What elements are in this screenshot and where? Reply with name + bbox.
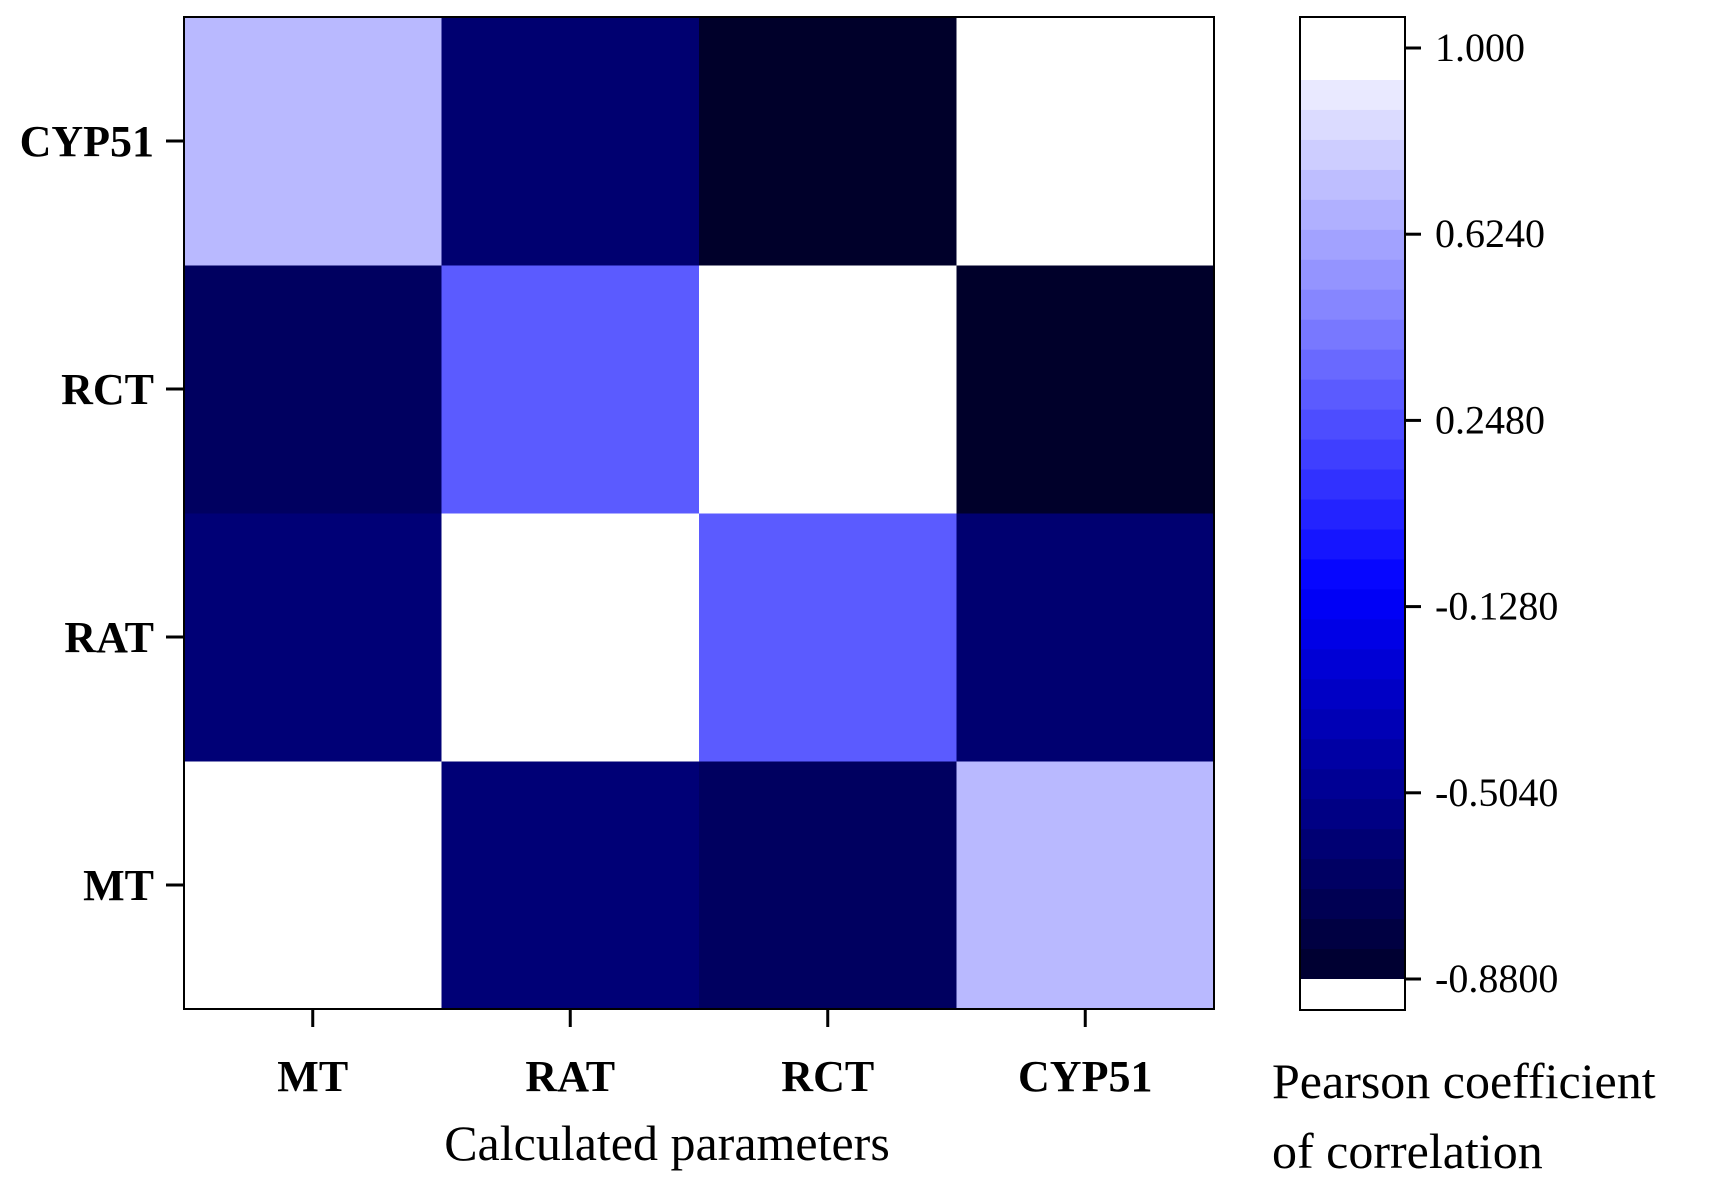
cell-mt-mt xyxy=(184,761,442,1010)
colorbar-band xyxy=(1300,439,1405,471)
colorbar-tick-label: 0.6240 xyxy=(1435,211,1545,256)
colorbar-band xyxy=(1300,739,1405,770)
colorbar-band xyxy=(1300,199,1405,231)
colorbar-tick-label: -0.5040 xyxy=(1435,770,1558,815)
colorbar-band xyxy=(1300,559,1405,591)
x-tick-label-rat: RAT xyxy=(525,1052,615,1101)
colorbar-frame xyxy=(1299,16,1406,1011)
colorbar-band xyxy=(1300,589,1405,620)
colorbar-band xyxy=(1300,109,1405,141)
colorbar-band xyxy=(1300,889,1405,920)
colorbar-band xyxy=(1300,229,1405,261)
colorbar-ticks: 1.000 0.6240 0.2480 -0.1280 -0.5040 -0.8800 xyxy=(1405,25,1558,1001)
colorbar-band xyxy=(1300,679,1405,710)
colorbar-band xyxy=(1300,799,1405,830)
cell-cyp51-rat xyxy=(441,17,700,266)
x-tick-label-cyp51: CYP51 xyxy=(1018,1052,1152,1101)
cell-mt-cyp51 xyxy=(956,761,1215,1010)
y-tick-label-rat: RAT xyxy=(64,613,154,662)
colorbar-band xyxy=(1300,259,1405,291)
cell-mt-rct xyxy=(699,761,957,1010)
colorbar-tick-label: -0.1280 xyxy=(1435,584,1558,629)
heatmap-cells xyxy=(184,17,1215,1010)
colorbar-band xyxy=(1300,859,1405,890)
colorbar-band xyxy=(1300,919,1405,950)
x-tick-label-rct: RCT xyxy=(781,1052,874,1101)
x-axis-ticks: MT RAT RCT CYP51 xyxy=(277,1009,1152,1101)
colorbar-tick-label: -0.8800 xyxy=(1435,956,1558,1001)
colorbar-top-band xyxy=(1300,17,1405,80)
colorbar-band xyxy=(1300,349,1405,381)
colorbar-band xyxy=(1300,769,1405,800)
colorbar-band xyxy=(1300,80,1405,111)
cell-rct-rct xyxy=(699,265,957,514)
cell-mt-rat xyxy=(441,761,700,1010)
cell-cyp51-rct xyxy=(699,17,957,266)
colorbar-band xyxy=(1300,319,1405,351)
colorbar-band xyxy=(1300,949,1405,980)
cell-rct-rat xyxy=(441,265,700,514)
colorbar-band xyxy=(1300,289,1405,321)
colorbar-tick-label: 0.2480 xyxy=(1435,397,1545,442)
colorbar-title-line2: of correlation xyxy=(1272,1123,1543,1179)
y-tick-label-cyp51: CYP51 xyxy=(20,117,154,166)
cell-cyp51-mt xyxy=(184,17,442,266)
colorbar-band xyxy=(1300,409,1405,441)
colorbar-band xyxy=(1300,649,1405,680)
colorbar-band xyxy=(1300,619,1405,650)
y-tick-label-rct: RCT xyxy=(61,365,154,414)
colorbar-band xyxy=(1300,499,1405,531)
colorbar-band xyxy=(1300,829,1405,860)
y-axis-ticks: MT RAT RCT CYP51 xyxy=(20,117,184,910)
colorbar-band xyxy=(1300,139,1405,171)
colorbar-band xyxy=(1300,709,1405,740)
x-axis-title: Calculated parameters xyxy=(444,1115,890,1171)
cell-rct-mt xyxy=(184,265,442,514)
cell-rat-mt xyxy=(184,513,442,762)
colorbar-title-line1: Pearson coefficient xyxy=(1272,1053,1656,1109)
plot-frame xyxy=(183,16,1215,1010)
colorbar xyxy=(1300,17,1405,1010)
y-tick-label-mt: MT xyxy=(83,861,154,910)
colorbar-band xyxy=(1300,529,1405,561)
colorbar-band xyxy=(1300,469,1405,501)
cell-rct-cyp51 xyxy=(956,265,1215,514)
cell-cyp51-cyp51 xyxy=(956,17,1215,266)
colorbar-band xyxy=(1300,379,1405,411)
colorbar-band xyxy=(1300,169,1405,201)
cell-rat-cyp51 xyxy=(956,513,1215,762)
cell-rat-rct xyxy=(699,513,957,762)
colorbar-bottom-band xyxy=(1300,979,1405,1010)
colorbar-tick-label: 1.000 xyxy=(1435,25,1525,70)
cell-rat-rat xyxy=(441,513,700,762)
x-tick-label-mt: MT xyxy=(277,1052,348,1101)
